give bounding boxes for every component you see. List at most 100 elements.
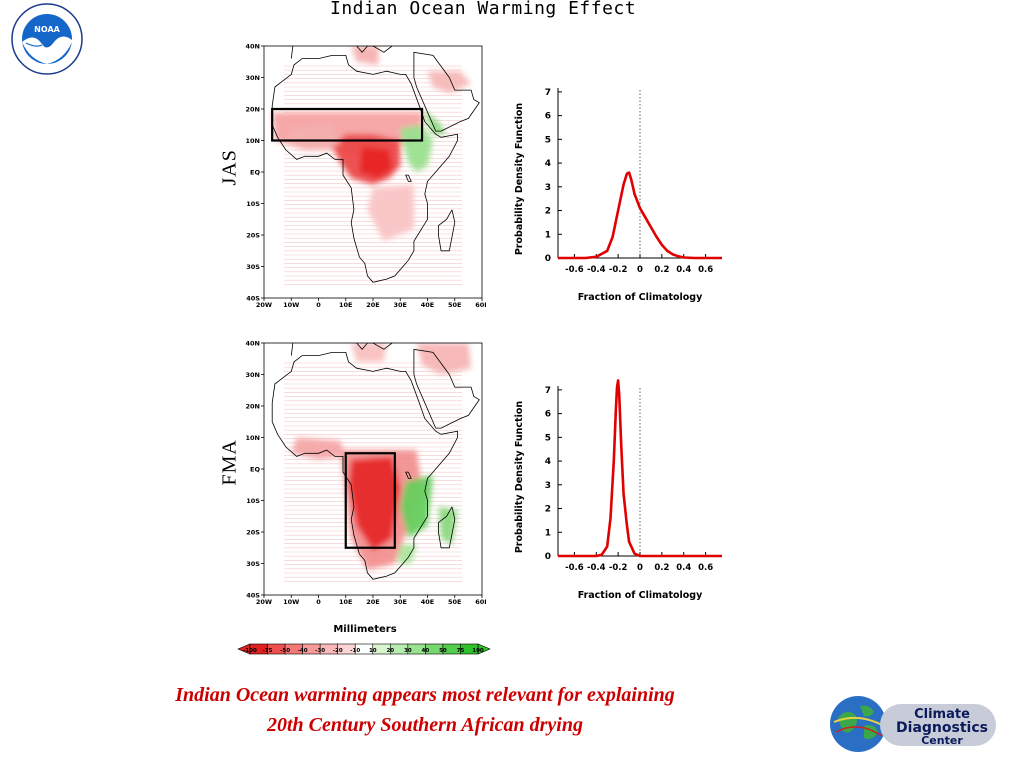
season-label-fma: FMA [218,439,241,486]
fma-x-tick-label: 0.2 [654,563,669,573]
colorbar-tick-label: -10 [350,648,360,654]
fma-lat-tick-label: 20S [246,529,260,537]
jas-plot-area [264,46,482,298]
jas-y-tick-label: 4 [545,159,551,169]
jas-lon-tick-label: 10W [283,301,299,309]
fma-y-tick-label: 4 [545,457,551,467]
jas-lon-tick-label: 10E [339,301,353,309]
fma-lon-tick-label: 30E [394,598,408,606]
fma-lat-tick-label: 30N [246,371,261,379]
jas-x-tick-label: 0.2 [654,265,669,275]
fma-y-tick-label: 3 [545,481,551,491]
jas-region-box [271,107,424,142]
caption-line-2: 20th Century Southern African drying [266,714,583,736]
colorbar-tick-label: 40 [422,648,430,654]
jas-lake [405,174,412,182]
jas-y-tick-label: 3 [545,183,551,193]
fma-lat-tick-label: EQ [250,466,260,474]
jas-coast-africa [271,54,458,283]
fma-y-tick-label: 6 [545,410,551,420]
jas-lat-tick-label: 10N [246,137,261,145]
fma-lat-tick-label: 40N [246,340,261,348]
jas-anomaly-patch [422,109,447,135]
jas-coastlines [271,46,480,283]
jas-lat-tick-label: EQ [250,169,260,177]
fma-lon-tick-label: 10W [283,598,299,606]
fma-region-box [344,452,396,549]
fma-x-tick-label: -0.4 [587,563,606,573]
jas-x-tick-label: 0 [637,265,643,275]
jas-lat-tick-label: 20S [246,232,260,240]
jas-pdf-curve [558,171,722,260]
colorbar-tick-label: 75 [457,648,465,654]
jas-x-tick-label: -0.4 [587,265,606,275]
jas-x-tick-label: 0.6 [698,265,713,275]
fma-x-axis-label: Fraction of Climatology [578,590,703,601]
colorbar-tick-label: -30 [315,648,325,654]
colorbar-tick-label: 30 [404,648,412,654]
fma-coast-arabia [413,348,480,429]
fma-lon-tick-label: 60E [475,598,486,606]
fma-lat-tick-label: 40S [246,592,260,600]
colorbar-tick-label: -50 [280,648,290,654]
fma-lat-tick-label: 30S [246,560,260,568]
jas-anomaly-shading [272,46,472,242]
season-label-jas: JAS [218,149,241,186]
fma-anomaly-patch [351,343,387,362]
fma-x-tick-label: 0.4 [676,563,691,573]
fma-coast-europe [290,343,418,356]
cdc-line-3: Center [921,734,963,747]
jas-y-tick-label: 1 [545,230,551,240]
fma-lat-tick-label: 10S [246,497,260,505]
jas-y-tick-label: 0 [545,254,551,264]
fma-pdf-curve [558,379,722,558]
colorbar-tick-label: 50 [439,648,447,654]
fma-x-tick-label: -0.6 [565,563,584,573]
fma-lat-tick-label: 10N [246,434,261,442]
colorbar-tick-label: -40 [298,648,308,654]
colorbar: Millimeters -100 -75 -50 -40 -30 -20 -10 10 20 30 4… [237,624,491,655]
jas-anomaly-patch [285,124,341,150]
fma-lon-tick-label: 20W [256,598,272,606]
jas-coast-europe [290,46,418,59]
colorbar-swatch [460,643,479,655]
fma-plot-area [264,343,482,595]
jas-lon-tick-label: 30E [394,301,408,309]
page-title: Indian Ocean Warming Effect [330,0,637,19]
jas-lon-tick-label: 60E [475,301,486,309]
fma-anomaly-patch [438,506,458,545]
fma-anomaly-patch [348,456,401,551]
fma-lake [405,471,412,479]
jas-lon-tick-label: 20E [366,301,380,309]
fma-y-axis-label: Probability Density Function [514,401,525,554]
fma-x-tick-label: 0.6 [698,563,713,573]
fma-lon-tick-label: 0 [316,598,321,606]
fma-lon-tick-label: 50E [448,598,462,606]
colorbar-tick-label: -100 [243,648,257,654]
jas-y-tick-label: 7 [545,88,551,98]
pdf-chart-fma: 0 1 2 3 4 5 6 7 -0.6 -0.4 -0.2 0 0.2 0.4 0.6 Fraction o… [514,379,722,601]
colorbar-tick-label: 20 [386,648,394,654]
fma-y-tick-label: 2 [545,505,551,515]
noaa-logo-text: NOAA [34,25,60,34]
jas-y-tick-label: 5 [545,135,551,145]
jas-lat-tick-label: 30S [246,263,260,271]
fma-y-tick-label: 5 [545,433,551,443]
jas-anomaly-patch [351,46,379,65]
jas-coast-arabia [413,51,480,132]
fma-lon-tick-label: 20E [366,598,380,606]
fma-lat-tick-label: 20N [246,403,261,411]
jas-x-tick-label: -0.6 [565,265,584,275]
jas-x-axis-label: Fraction of Climatology [578,292,703,303]
fma-anomaly-patch [397,544,417,564]
cdc-line-2: Diagnostics [896,720,988,736]
colorbar-tick-label: 10 [369,648,377,654]
colorbar-tick-label: -75 [263,648,273,654]
jas-anomaly-patch [367,184,414,242]
jas-lat-tick-label: 40N [246,43,261,51]
climate-diagnostics-center-logo: Climate Diagnostics Center [824,692,1000,756]
jas-lon-tick-label: 0 [316,301,321,309]
caption: Indian Ocean warming appears most releva… [60,680,790,740]
